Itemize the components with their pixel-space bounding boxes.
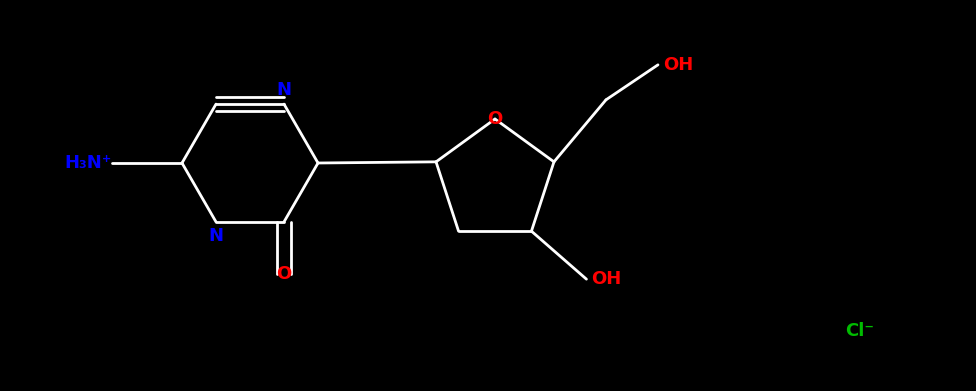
Text: N: N [209,227,224,245]
Text: O: O [276,265,292,283]
Text: O: O [487,110,503,128]
Text: N: N [276,81,292,99]
Text: OH: OH [663,56,693,74]
Text: H₃N⁺: H₃N⁺ [64,154,112,172]
Text: OH: OH [591,270,622,288]
Text: Cl⁻: Cl⁻ [845,322,874,340]
